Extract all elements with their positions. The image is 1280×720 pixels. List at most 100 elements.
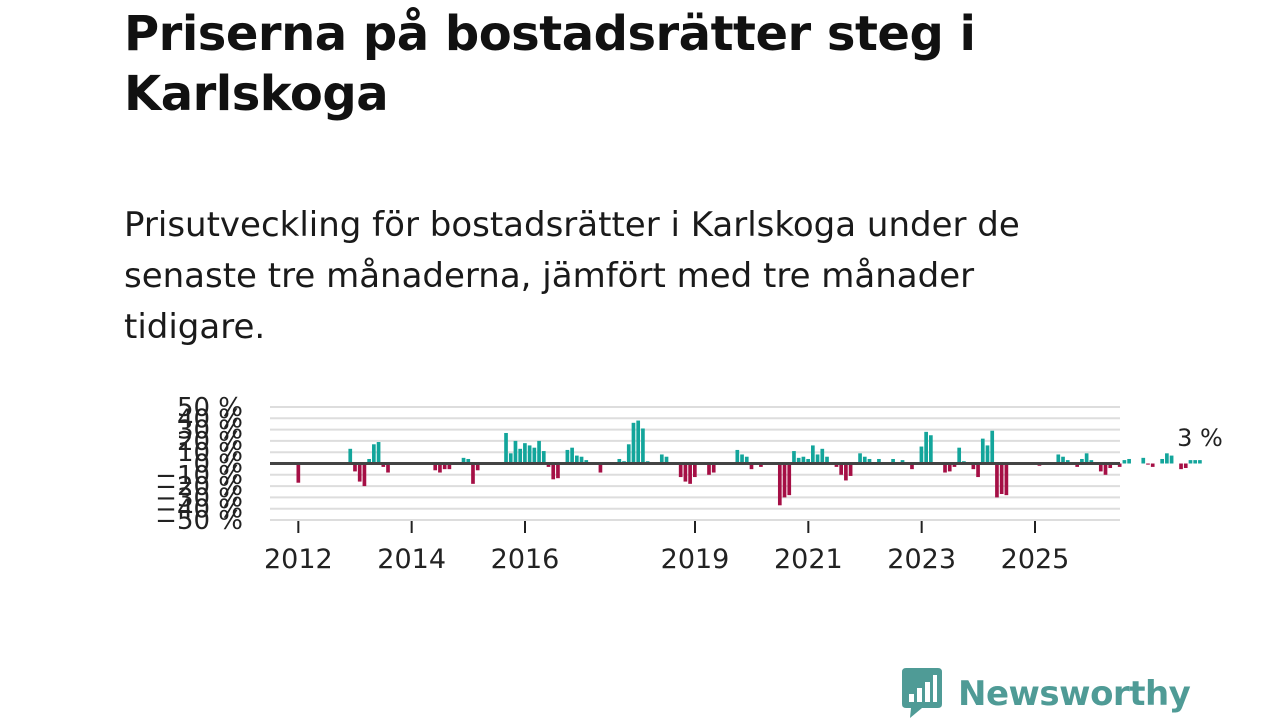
bar [433,463,438,471]
bar [1179,463,1183,470]
bar [556,463,560,479]
x-tick-label: 2019 [661,544,730,575]
bar [527,445,532,464]
bar [659,454,664,464]
bar [381,463,386,467]
bar [551,463,556,480]
bar [693,463,697,478]
bar [504,432,508,464]
bar [565,449,570,464]
bar [844,463,848,481]
bar [570,447,574,464]
bar [447,463,452,470]
bar [801,456,806,464]
bar [513,440,518,464]
bar [598,463,603,473]
y-tick-label: 50 % [177,393,243,423]
bar [711,463,716,473]
bar [367,458,371,464]
bar [707,463,711,475]
bar [834,463,839,467]
bar [1004,463,1009,496]
bar [376,442,381,464]
y-tick-label: −20 % [155,472,243,502]
bar [825,456,829,464]
bar [995,463,999,498]
bar [541,451,546,464]
y-tick-label: −30 % [155,483,243,513]
bar [1188,460,1193,464]
bar [1098,463,1103,472]
bar [508,453,513,464]
y-tick-label: 20 % [177,427,243,457]
y-tick-label: −50 % [155,506,243,536]
bar [990,430,995,464]
bar [1183,463,1188,469]
bar [1160,458,1164,464]
bar [976,463,980,478]
bar [1056,454,1061,464]
bar [532,447,537,464]
bar [867,458,872,464]
bar [1084,453,1089,464]
x-axis: 2012 2014 2016 2019 2021 2023 2025 [264,521,1069,575]
bar [929,435,933,464]
bar [862,456,867,464]
x-tick-label: 2012 [264,544,333,575]
last-value-label: 3 % [1177,424,1223,452]
bar [735,449,740,464]
bar [1089,460,1094,464]
bar [782,463,787,498]
bar [537,440,541,464]
bar [848,463,853,476]
y-tick-label: −10 % [155,461,243,491]
bar [386,463,390,473]
x-tick-label: 2021 [774,544,843,575]
bar [641,428,645,464]
bar [348,448,353,464]
bar [678,463,683,478]
bar [683,463,688,482]
bar [1141,457,1146,464]
bar [438,463,442,473]
bar [1127,458,1131,464]
page-subtitle: Prisutveckling för bostadsrätter i Karls… [124,205,1020,347]
bar [980,438,985,464]
bar [1193,460,1198,464]
bar [1103,463,1108,475]
bar [815,454,820,464]
bar [777,463,782,506]
page-title: Priserna på bostadsrätter steg i Karlsko… [124,6,976,122]
bar [910,463,914,470]
bar [947,463,952,472]
bar [839,463,844,475]
bar [820,448,825,464]
bar [740,454,744,464]
bar [971,463,976,470]
bar [372,444,376,464]
bar [858,453,862,464]
bar [617,458,622,464]
bar [362,463,367,487]
bar [796,457,801,464]
bar [1122,460,1127,464]
bar [1065,460,1070,464]
bar [584,460,589,464]
brand-name: Newsworthy [958,674,1191,714]
newsworthy-brand: Newsworthy [902,668,1191,720]
bar [1150,463,1155,467]
bar [792,451,796,464]
bar [1075,463,1080,467]
bar [924,431,928,464]
bar [985,445,990,464]
bar [523,443,527,464]
bar [688,463,692,484]
x-tick-label: 2023 [887,544,956,575]
bar [357,463,362,482]
bars [296,420,1202,506]
bar [900,460,905,464]
bar [1146,463,1150,465]
bar [999,463,1004,495]
bar [461,457,466,464]
x-tick-label: 2025 [1001,544,1070,575]
